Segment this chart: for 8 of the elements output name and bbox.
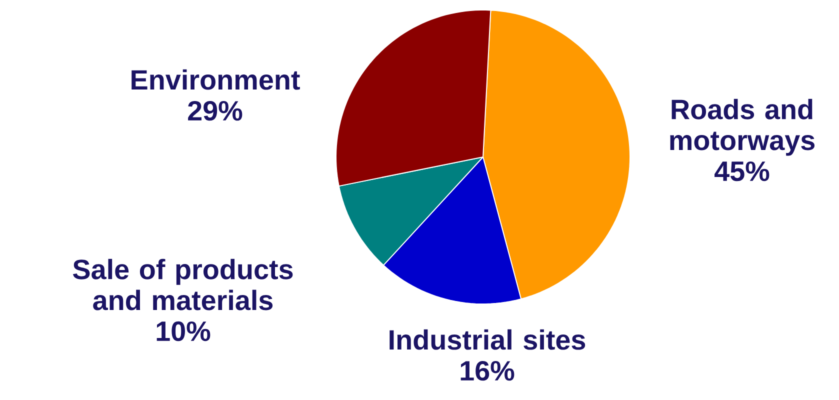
- slice-label: Sale of products and materials: [72, 258, 293, 310]
- data-label: 16%: [460, 360, 514, 381]
- data-label: 29%: [188, 100, 242, 121]
- data-label: 10%: [156, 321, 210, 342]
- slice-label: Environment: [132, 69, 300, 90]
- slice-label: Roads and motorways: [670, 98, 815, 156]
- slice-label: Industrial sites: [390, 329, 586, 350]
- data-label: 45%: [714, 161, 770, 182]
